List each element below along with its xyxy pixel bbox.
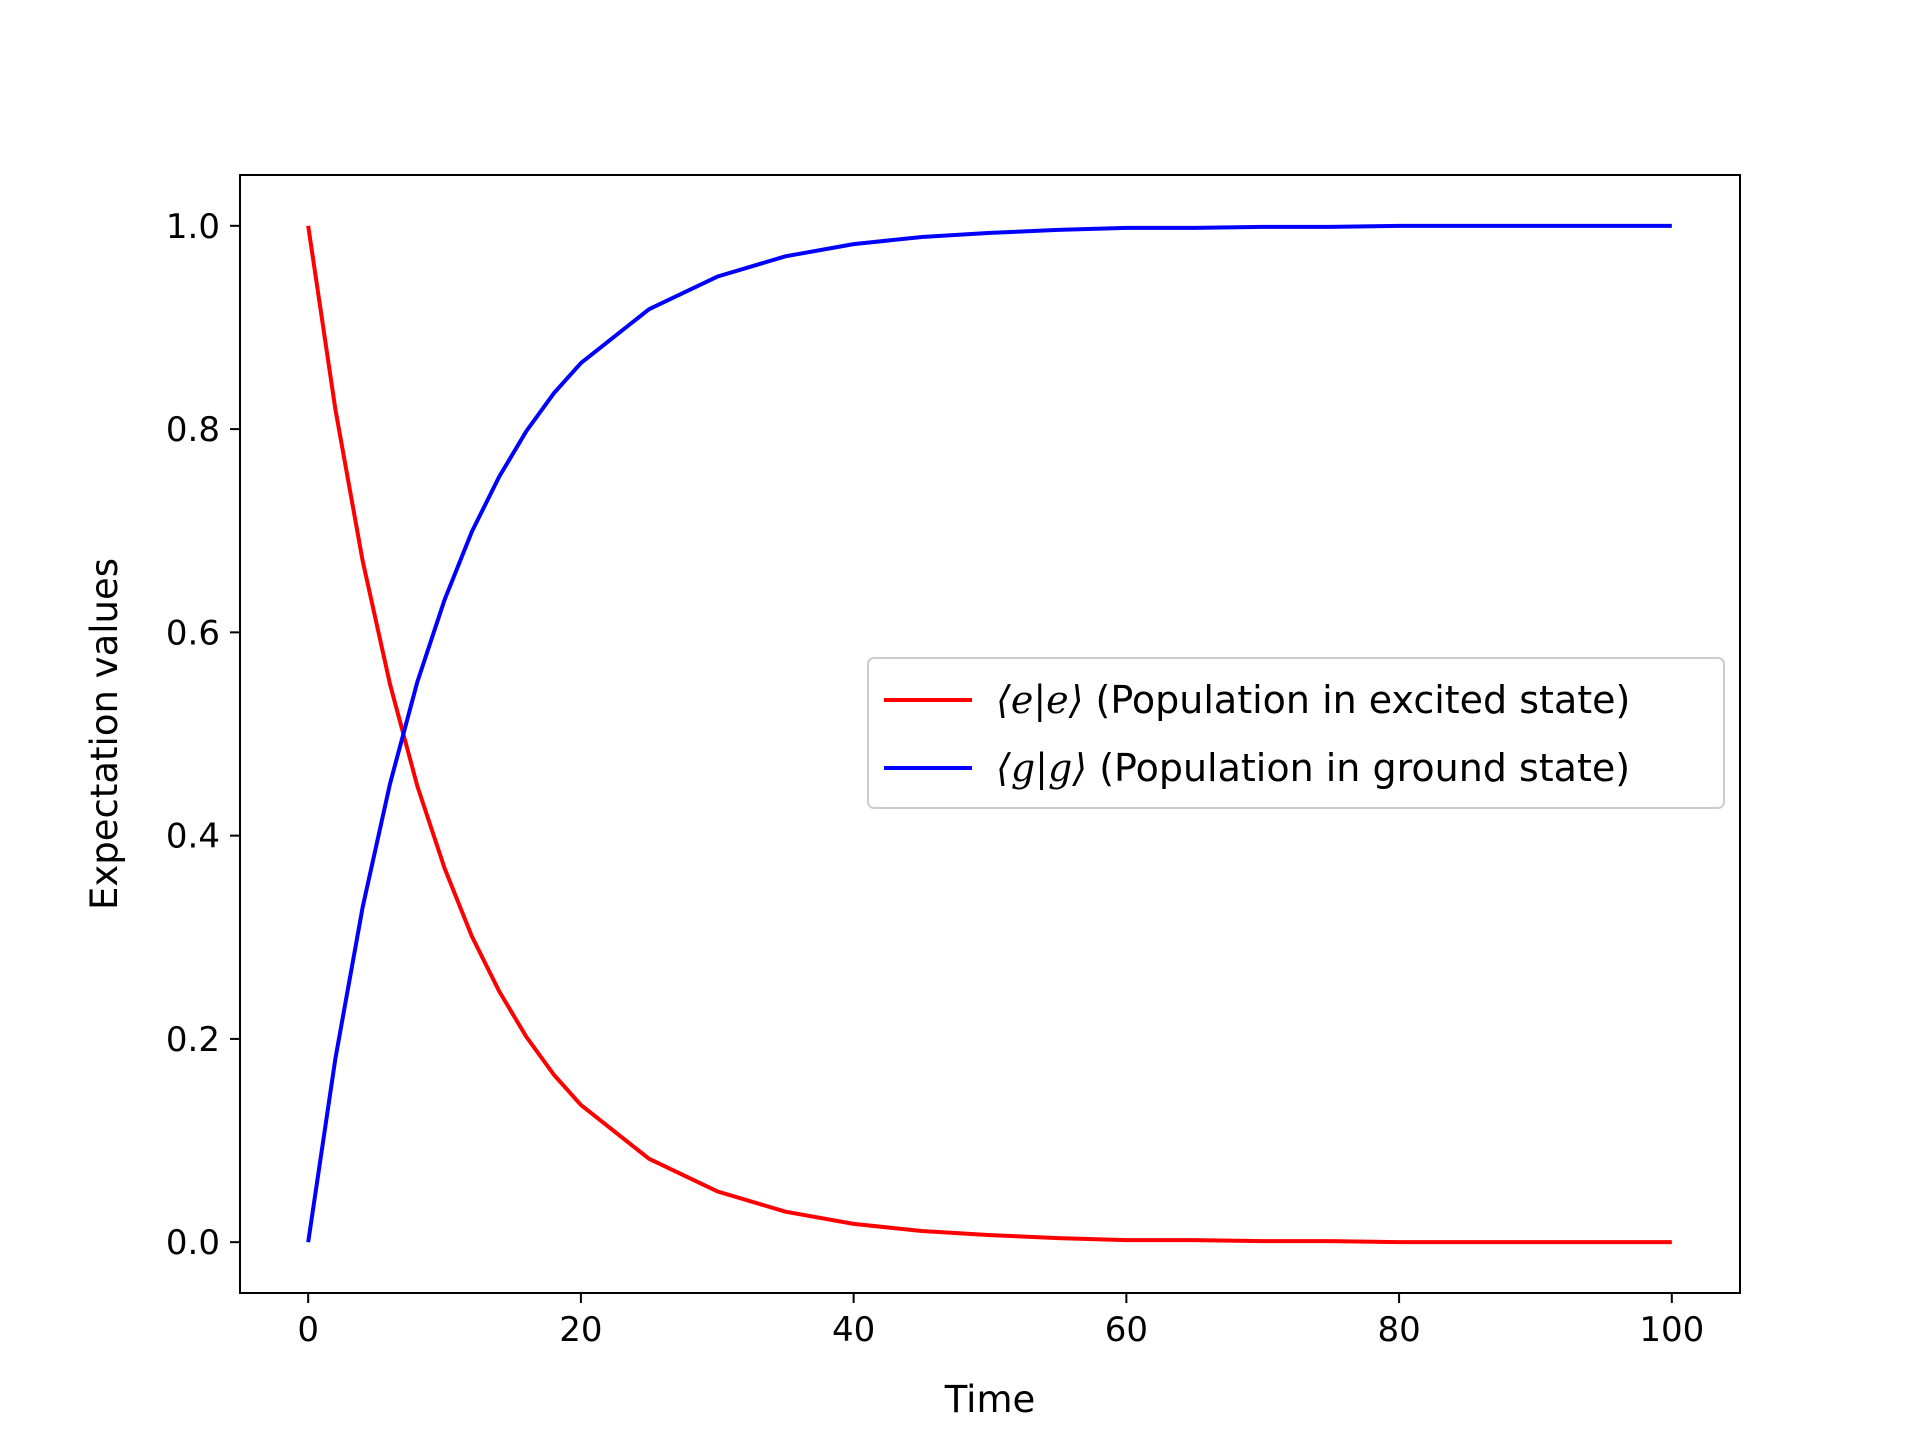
legend: ⟨e|e⟩ (Population in excited state) ⟨g|g⟩… <box>867 657 1725 809</box>
y-axis: 0.0 0.2 0.4 0.6 0.8 1.0 <box>166 207 240 1263</box>
legend-math-1: ⟨e|e⟩ <box>996 678 1083 722</box>
y-tick-label: 0.0 <box>166 1223 220 1263</box>
x-axis: 0 20 40 60 80 100 <box>297 1293 1704 1350</box>
x-tick-label: 0 <box>297 1310 319 1350</box>
legend-label-2: (Population in ground state) <box>1087 746 1630 790</box>
x-tick-label: 40 <box>832 1310 875 1350</box>
x-tick-label: 20 <box>559 1310 602 1350</box>
y-axis-label: Expectation values <box>83 558 126 910</box>
legend-math-2: ⟨g|g⟩ <box>996 746 1087 790</box>
y-tick-label: 1.0 <box>166 207 220 247</box>
series-line-2 <box>306 223 1672 1243</box>
y-tick-label: 0.4 <box>166 817 220 857</box>
legend-box <box>867 657 1725 809</box>
legend-label-1: (Population in excited state) <box>1083 678 1630 722</box>
y-tick-label: 0.8 <box>166 410 220 450</box>
plot-area <box>306 223 1672 1245</box>
x-axis-label: Time <box>944 1378 1036 1421</box>
y-tick-label: 0.6 <box>166 613 220 653</box>
x-tick-label: 60 <box>1105 1310 1148 1350</box>
legend-entry-1: ⟨e|e⟩ (Population in excited state) <box>996 678 1630 722</box>
x-tick-label: 80 <box>1377 1310 1420 1350</box>
axes-frame <box>239 174 1741 1294</box>
legend-entry-2: ⟨g|g⟩ (Population in ground state) <box>996 746 1630 790</box>
y-tick-label: 0.2 <box>166 1020 220 1060</box>
series-line-1 <box>306 225 1672 1245</box>
x-tick-label: 100 <box>1639 1310 1704 1350</box>
